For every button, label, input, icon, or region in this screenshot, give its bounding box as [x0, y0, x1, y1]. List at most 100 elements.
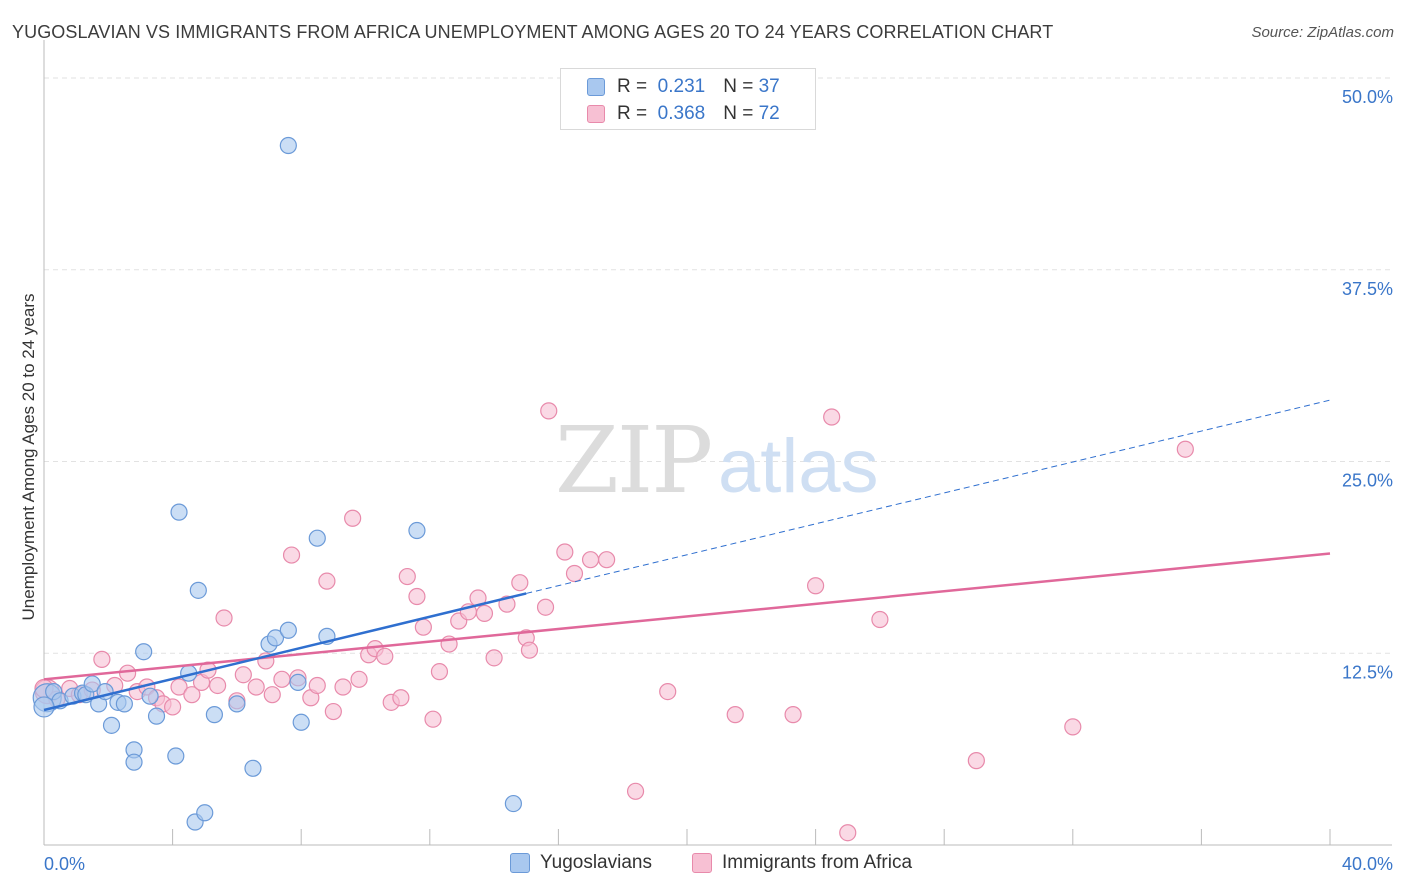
- data-point: [228, 695, 246, 713]
- data-point: [344, 509, 362, 527]
- data-point: [170, 503, 188, 521]
- data-point: [839, 824, 857, 842]
- data-point: [125, 753, 143, 771]
- y-tick-label: 37.5%: [1342, 279, 1393, 299]
- data-point: [247, 678, 265, 696]
- legend-item-immigrants-from-africa[interactable]: Immigrants from Africa: [692, 852, 912, 874]
- legend-r-label: R =: [617, 76, 648, 97]
- watermark-zip: ZIP: [555, 407, 711, 514]
- y-tick-labels: 12.5% 25.0% 37.5% 50.0%: [1342, 87, 1393, 682]
- data-point: [598, 551, 616, 569]
- data-point: [135, 643, 153, 661]
- legend-r-value: 0.231: [657, 76, 706, 97]
- legend-item-yugoslavians[interactable]: Yugoslavians: [510, 852, 652, 874]
- data-point: [414, 618, 432, 636]
- data-point: [205, 706, 223, 724]
- y-axis-label: Unemployment Among Ages 20 to 24 years: [19, 294, 38, 621]
- data-point: [273, 670, 291, 688]
- stats-legend: R = 0.231 N = 37 R = 0.368 N = 72: [560, 68, 816, 130]
- data-point: [147, 707, 166, 725]
- data-point: [504, 794, 522, 813]
- data-point: [536, 598, 555, 616]
- data-point: [485, 649, 503, 667]
- legend-swatch-blue: [510, 853, 530, 873]
- yugoslavians-points: [32, 136, 522, 831]
- chart-source: Source: ZipAtlas.com: [1251, 24, 1394, 41]
- data-point: [167, 747, 185, 765]
- data-point: [408, 587, 426, 606]
- y-tick-label: 25.0%: [1342, 471, 1393, 491]
- data-point: [118, 664, 137, 682]
- data-point: [1064, 718, 1082, 736]
- legend-r-value: 0.368: [657, 103, 706, 124]
- data-point: [244, 759, 262, 777]
- data-point: [556, 543, 574, 561]
- data-point: [392, 689, 410, 707]
- data-point: [289, 673, 307, 691]
- data-point: [308, 676, 326, 695]
- data-point: [279, 621, 297, 639]
- data-point: [292, 713, 310, 731]
- data-point: [164, 698, 182, 716]
- legend-n-label: N =: [723, 76, 754, 97]
- data-point: [324, 702, 342, 721]
- legend-row-immigrants-from-africa: R = 0.368 N = 72: [587, 101, 780, 127]
- data-point: [823, 408, 841, 426]
- trend-lines: [43, 399, 1331, 712]
- data-point: [141, 687, 159, 705]
- legend-n-label: N =: [723, 103, 754, 124]
- data-point: [726, 706, 744, 724]
- y-tick-label: 12.5%: [1342, 662, 1393, 682]
- data-point: [189, 581, 207, 599]
- data-point: [565, 564, 584, 583]
- data-point: [234, 666, 252, 684]
- data-point: [183, 686, 201, 704]
- data-point: [398, 567, 416, 586]
- data-point: [279, 136, 297, 155]
- data-point: [408, 521, 426, 540]
- watermark-atlas: atlas: [718, 424, 879, 509]
- data-point: [424, 710, 442, 728]
- watermark: ZIP atlas: [555, 407, 879, 514]
- x-tick-labels: 0.0% 40.0%: [44, 854, 1393, 874]
- data-point: [318, 572, 336, 590]
- data-point: [334, 678, 352, 696]
- data-point: [784, 706, 802, 724]
- data-point: [102, 716, 121, 734]
- data-point: [196, 804, 214, 822]
- data-point: [170, 678, 188, 696]
- legend-swatch-pink: [692, 853, 712, 873]
- data-point: [308, 529, 326, 547]
- legend-label-yugoslavians: Yugoslavians: [540, 852, 652, 873]
- data-point: [540, 402, 558, 420]
- chart-title: YUGOSLAVIAN VS IMMIGRANTS FROM AFRICA UN…: [12, 22, 1054, 42]
- data-point: [93, 650, 111, 668]
- data-point: [430, 663, 449, 681]
- data-point: [581, 551, 600, 569]
- trend-line-yugoslavians-extrapolated: [526, 399, 1331, 594]
- y-tick-label: 50.0%: [1342, 87, 1393, 107]
- series-legend: Yugoslavians Immigrants from Africa: [0, 852, 1406, 878]
- data-point: [520, 641, 539, 659]
- immigrants-from-africa-points: [34, 402, 1194, 842]
- data-point: [376, 647, 394, 665]
- legend-n-value: 72: [758, 103, 780, 124]
- trend-line-yugoslavians: [43, 592, 527, 712]
- data-point: [209, 676, 227, 695]
- data-point: [806, 577, 825, 595]
- data-point: [511, 574, 529, 592]
- data-point: [263, 686, 281, 704]
- legend-swatch-pink: [587, 105, 605, 123]
- data-point: [33, 696, 55, 718]
- data-point: [659, 682, 677, 701]
- data-point: [350, 670, 368, 688]
- legend-n-value: 37: [758, 76, 780, 97]
- data-point: [215, 609, 233, 627]
- legend-swatch-blue: [587, 78, 605, 96]
- legend-row-yugoslavians: R = 0.231 N = 37: [587, 74, 780, 100]
- data-point: [115, 695, 133, 713]
- data-point: [1176, 440, 1194, 458]
- data-point: [282, 546, 301, 564]
- x-tick-label: 0.0%: [44, 854, 85, 874]
